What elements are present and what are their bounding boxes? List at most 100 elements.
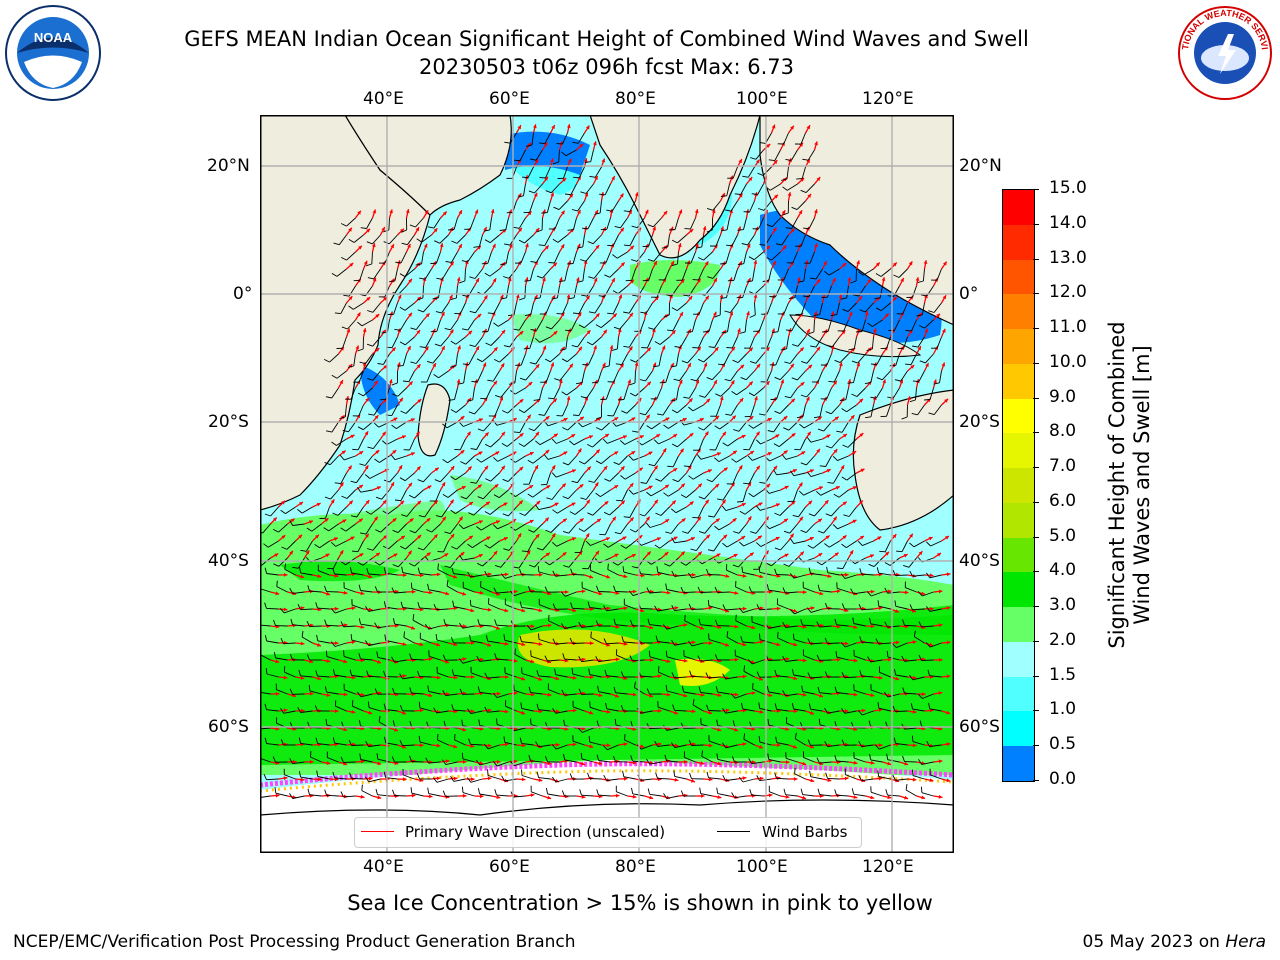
wind-barb-shaft [365, 353, 373, 364]
wave-direction-arrowhead [621, 500, 625, 505]
wave-direction-arrowhead [832, 277, 836, 282]
wind-barb-feather [367, 310, 374, 313]
wind-barb-feather [473, 246, 480, 248]
wind-barb-shaft [590, 540, 602, 546]
wind-barb-feather [502, 513, 509, 517]
wind-barb-shaft [262, 523, 271, 534]
wind-barb-shaft [679, 370, 687, 381]
wind-barb-shaft [683, 591, 696, 594]
wave-direction-arrowhead [408, 550, 412, 555]
wind-barb-feather [766, 686, 770, 693]
wind-barb-feather [602, 438, 608, 444]
wind-barb-shaft [794, 285, 798, 298]
wind-barb-feather [476, 458, 482, 463]
wind-barb-shaft [810, 642, 823, 645]
wind-barb-shaft [708, 676, 721, 679]
wave-direction-arrowhead [375, 348, 380, 352]
wave-direction-arrowhead [300, 708, 305, 713]
wave-direction-arrowhead [895, 609, 899, 613]
wind-barb-shaft [912, 608, 925, 611]
wind-barb-shaft [785, 659, 798, 662]
wind-barb-feather [358, 653, 361, 660]
wind-barb-feather [918, 621, 922, 628]
wind-barb-shaft [857, 353, 866, 364]
wind-barb-feather [783, 530, 790, 534]
wave-direction-arrowhead [342, 519, 347, 523]
wind-barb-shaft [490, 438, 500, 448]
wave-direction-arrowhead [339, 550, 344, 555]
wind-barb-shaft [394, 659, 407, 663]
wave-direction-arrowhead [806, 159, 810, 164]
wave-direction-arrowhead [802, 761, 807, 766]
wind-barb-feather [782, 186, 788, 191]
wind-barb-shaft [738, 523, 747, 534]
wind-barb-shaft [640, 675, 653, 678]
wind-barb-shaft [881, 370, 891, 381]
wave-direction-arrowhead [671, 500, 676, 505]
wind-barb-shaft [691, 319, 696, 332]
wave-direction-arrowhead [603, 329, 607, 334]
wave-direction-arrowhead [802, 795, 806, 800]
wave-direction-arrowhead [525, 243, 529, 248]
wind-barb-shaft [616, 654, 628, 661]
wave-direction-arrowhead [878, 743, 883, 748]
wave-direction-arrowhead [504, 608, 509, 613]
wave-direction-arrowhead [445, 659, 449, 664]
wave-direction-arrowhead [594, 482, 599, 487]
wave-direction-arrowhead [521, 608, 526, 613]
wave-direction-arrowhead [275, 793, 280, 798]
wind-barb-feather [791, 703, 795, 710]
wind-barb-feather [671, 307, 678, 311]
wind-barb-feather [816, 654, 820, 661]
wave-direction-arrowhead [566, 396, 571, 400]
wind-barb-feather [375, 529, 381, 533]
wind-barb-feather [647, 224, 654, 228]
wind-barb-feather [562, 496, 569, 500]
wind-barb-feather [606, 209, 613, 212]
wave-direction-arrowhead [827, 574, 832, 578]
wind-barb-shaft [613, 370, 619, 383]
wave-direction-arrowhead [477, 484, 482, 489]
wave-direction-arrowhead [860, 536, 864, 540]
wind-barb-shaft [620, 217, 628, 229]
wind-barb-shaft [777, 604, 789, 610]
wave-direction-arrowhead [368, 776, 373, 781]
wind-barb-feather [541, 212, 548, 214]
wind-barb-shaft [848, 506, 857, 517]
wind-barb-shaft [421, 251, 424, 264]
wave-direction-arrowhead [351, 640, 356, 645]
wind-barb-feather [724, 378, 731, 382]
wind-barb-shaft [489, 540, 500, 549]
wave-direction-arrowhead [417, 399, 422, 403]
wind-barb-feather [665, 294, 672, 297]
wind-barb-feather [755, 505, 761, 511]
wave-direction-arrowhead [737, 328, 741, 333]
wave-direction-arrowhead [715, 518, 720, 523]
wind-barb-shaft [873, 557, 883, 567]
wind-barb-shaft [722, 489, 730, 501]
wave-direction-arrowhead [683, 760, 688, 764]
wind-barb-feather [599, 533, 606, 536]
wind-barb-shaft [459, 302, 466, 314]
wind-barb-feather [654, 605, 658, 612]
wind-barb-feather [705, 672, 709, 679]
wave-direction-arrowhead [921, 591, 926, 596]
wave-direction-arrowhead [910, 365, 915, 369]
wind-barb-shaft [714, 336, 721, 348]
wind-barb-shaft [745, 370, 755, 381]
wind-barb-feather [391, 656, 395, 663]
wind-barb-feather [825, 445, 832, 449]
wind-barb-feather [357, 426, 364, 431]
wave-direction-arrowhead [423, 243, 428, 248]
wind-barb-feather [603, 365, 610, 368]
wind-barb-shaft [611, 200, 619, 212]
wind-barb-shaft [600, 489, 611, 497]
wind-barb-shaft [625, 540, 636, 549]
wind-barb-feather [834, 686, 838, 693]
wind-barb-shaft [783, 302, 789, 315]
wind-barb-shaft [467, 251, 475, 263]
wind-barb-shaft [428, 625, 441, 630]
wind-barb-feather [774, 376, 781, 381]
wave-direction-arrowhead [397, 294, 402, 299]
wind-barb-shaft [777, 319, 781, 332]
